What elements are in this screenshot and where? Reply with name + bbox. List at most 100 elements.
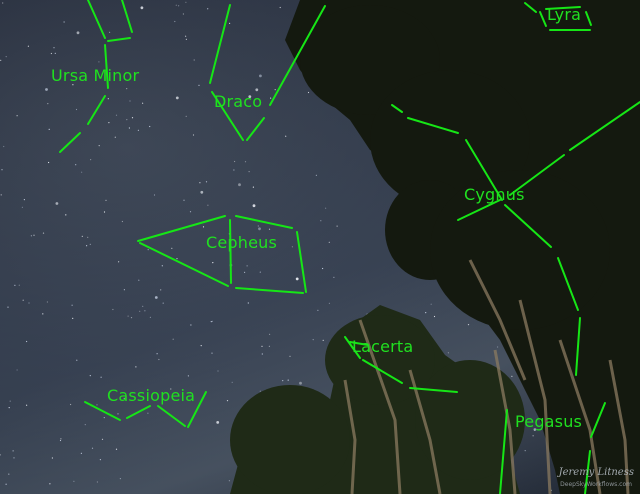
star <box>261 353 263 355</box>
star <box>333 276 335 278</box>
star <box>75 108 78 111</box>
star <box>175 4 177 6</box>
star <box>207 8 209 10</box>
constellation-line <box>187 391 207 428</box>
star <box>70 403 72 406</box>
star <box>425 312 427 314</box>
star <box>80 452 82 454</box>
star <box>46 301 49 303</box>
star <box>101 438 104 440</box>
star <box>216 421 220 424</box>
lines-lyra <box>524 2 592 31</box>
star <box>149 316 151 318</box>
constellation-line <box>137 215 226 242</box>
star <box>299 381 302 385</box>
constellation-line <box>584 450 591 494</box>
star <box>96 404 98 406</box>
star <box>328 241 330 243</box>
constellation-line <box>126 405 151 419</box>
star <box>170 388 172 390</box>
star <box>185 115 187 117</box>
constellation-line <box>590 402 606 438</box>
star <box>149 125 151 128</box>
star <box>161 265 163 267</box>
star <box>14 284 16 286</box>
star <box>285 135 287 137</box>
star <box>524 450 526 452</box>
constellation-line <box>235 215 293 229</box>
constellation-line <box>87 95 106 125</box>
constellation-line <box>524 2 537 13</box>
star <box>174 20 176 23</box>
star <box>307 91 310 94</box>
star <box>205 181 208 183</box>
constellation-line <box>457 199 501 221</box>
constellation-line <box>157 405 186 427</box>
star <box>22 299 24 301</box>
constellation-line <box>296 231 307 293</box>
star <box>207 204 209 206</box>
constellation-line <box>139 242 229 287</box>
star <box>322 267 324 270</box>
star <box>200 345 202 347</box>
label-ursa-minor: Ursa Minor <box>51 66 140 85</box>
star <box>325 207 327 209</box>
star <box>76 359 78 361</box>
star <box>115 448 118 450</box>
lines-draco <box>209 4 326 141</box>
star <box>189 211 192 213</box>
star <box>282 380 284 382</box>
star <box>447 352 449 354</box>
star <box>211 352 213 354</box>
star <box>65 214 67 216</box>
star <box>185 1 187 3</box>
star <box>162 302 164 304</box>
star <box>119 478 121 480</box>
star <box>81 235 83 237</box>
star <box>9 400 11 402</box>
star <box>212 262 214 264</box>
star <box>21 206 23 208</box>
star <box>289 355 291 357</box>
star <box>259 390 261 392</box>
star <box>7 306 9 308</box>
star <box>96 481 98 483</box>
constellation-line <box>465 139 503 201</box>
star <box>99 459 101 461</box>
star <box>175 96 179 100</box>
lines-cassiopeia <box>84 391 207 428</box>
star <box>172 338 174 340</box>
star <box>84 424 86 426</box>
constellation-line <box>209 4 231 84</box>
star <box>121 220 123 223</box>
star <box>45 88 48 91</box>
constellation-line <box>269 5 326 106</box>
constellation-line <box>499 409 508 494</box>
star <box>130 317 133 319</box>
star <box>433 315 436 318</box>
star <box>270 97 272 99</box>
star <box>317 309 319 311</box>
star <box>185 35 187 37</box>
star <box>183 199 185 201</box>
star <box>210 321 212 323</box>
star <box>48 161 50 164</box>
constellation-line <box>409 387 458 393</box>
star <box>430 303 432 305</box>
star <box>158 358 160 361</box>
star <box>144 310 146 312</box>
star <box>259 74 262 78</box>
star <box>268 228 271 230</box>
star <box>49 483 51 485</box>
constellation-line <box>362 359 403 384</box>
constellation-line <box>407 117 459 134</box>
star <box>128 127 130 129</box>
star <box>147 249 149 251</box>
constellation-line <box>575 317 581 376</box>
star <box>176 258 178 260</box>
star <box>198 84 200 86</box>
constellation-line <box>121 0 133 33</box>
star <box>107 98 109 100</box>
star <box>257 225 259 227</box>
